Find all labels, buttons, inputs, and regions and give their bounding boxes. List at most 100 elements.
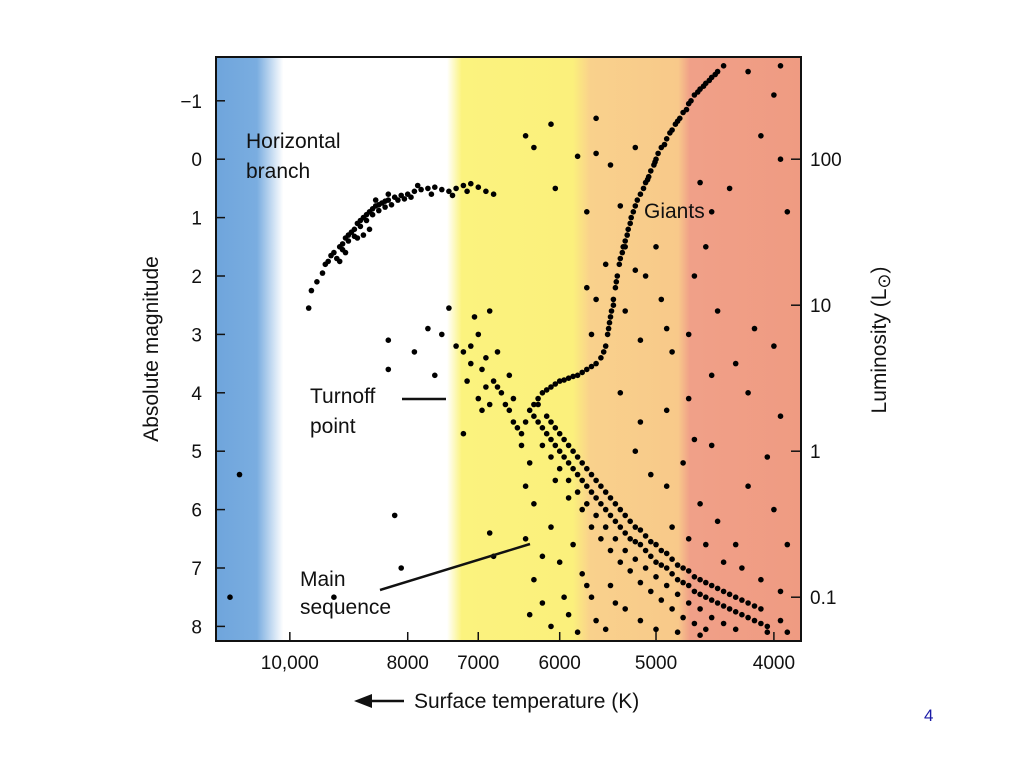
data-point: [593, 296, 599, 303]
data-point: [607, 162, 614, 168]
scatter-points: [227, 63, 791, 638]
data-point: [531, 144, 537, 151]
data-point: [548, 436, 554, 443]
data-point: [703, 594, 709, 600]
x-axis-title: Surface temperature (K): [414, 690, 639, 713]
data-point: [637, 527, 644, 533]
data-point: [697, 632, 703, 638]
data-point: [674, 591, 681, 598]
data-point: [627, 536, 633, 542]
data-point: [351, 226, 358, 233]
data-point: [612, 501, 619, 507]
data-point: [584, 582, 590, 589]
data-point: [453, 343, 459, 349]
data-point: [548, 623, 554, 630]
data-point: [606, 319, 613, 326]
data-point: [584, 366, 590, 373]
data-point: [777, 617, 784, 624]
data-point: [418, 186, 424, 193]
data-point: [604, 331, 611, 338]
data-point: [602, 489, 609, 495]
annotation-turnoff-2: point: [310, 415, 356, 438]
data-point: [446, 188, 452, 195]
data-point: [732, 609, 739, 615]
plot-frame: [215, 56, 802, 642]
data-point: [653, 574, 659, 580]
data-point: [617, 203, 624, 209]
data-point: [661, 141, 668, 148]
y-axis-title: Absolute magnitude: [140, 256, 163, 442]
data-point: [236, 471, 243, 478]
data-point: [552, 185, 559, 192]
data-point: [697, 606, 703, 612]
x-axis-arrow-head: [354, 694, 372, 708]
data-point: [468, 180, 474, 187]
data-point: [439, 331, 445, 338]
data-point: [432, 372, 438, 379]
data-point: [627, 568, 633, 574]
data-point: [706, 77, 713, 84]
y2-axis-title-text: Luminosity (L: [868, 289, 891, 414]
data-point: [360, 232, 367, 238]
data-point: [490, 191, 497, 197]
data-point: [490, 378, 497, 384]
data-point: [432, 184, 438, 190]
data-point: [648, 553, 654, 560]
data-point: [570, 373, 576, 380]
data-point: [622, 512, 628, 519]
data-point: [598, 355, 604, 361]
x-tick-label: 7000: [457, 653, 499, 674]
data-point: [608, 308, 615, 314]
data-point: [714, 518, 721, 525]
data-point: [669, 606, 675, 612]
data-point: [764, 629, 771, 635]
data-point: [428, 191, 435, 197]
data-point: [486, 530, 493, 536]
data-point: [446, 305, 452, 311]
y2-tick-label: 1: [810, 442, 821, 463]
data-point: [565, 442, 572, 449]
y2-tick-label: 100: [810, 150, 842, 171]
data-point: [345, 238, 352, 244]
data-point: [483, 188, 489, 195]
data-point: [498, 390, 505, 396]
data-point: [325, 258, 332, 265]
data-point: [784, 629, 791, 635]
data-point: [720, 559, 727, 565]
data-point: [411, 188, 418, 195]
data-point: [308, 287, 315, 294]
data-point: [632, 538, 639, 545]
data-point: [565, 375, 572, 382]
data-point: [648, 588, 654, 595]
data-point: [703, 244, 709, 250]
data-point: [697, 501, 703, 507]
data-point: [703, 626, 709, 633]
data-point: [669, 349, 675, 355]
data-point: [565, 611, 572, 618]
data-point: [732, 594, 739, 600]
data-point: [616, 261, 623, 268]
data-point: [685, 568, 692, 574]
y-tick-label: 6: [191, 501, 202, 522]
data-point: [570, 465, 576, 472]
data-point: [663, 565, 670, 571]
data-point: [593, 360, 599, 367]
y-tick-label: 1: [191, 209, 202, 230]
data-point: [556, 448, 563, 455]
y-tick-label: 0: [191, 150, 202, 171]
y2-axis-title-close: ): [868, 267, 891, 274]
data-point: [453, 185, 459, 192]
data-point: [385, 366, 392, 373]
data-point: [305, 305, 312, 311]
data-point: [612, 600, 619, 606]
data-point: [691, 273, 698, 279]
data-point: [637, 337, 644, 344]
data-point: [588, 489, 595, 495]
data-point: [720, 603, 727, 609]
x-tick-label: 8000: [387, 653, 429, 674]
data-point: [556, 465, 563, 472]
data-point: [574, 153, 581, 160]
data-point: [612, 536, 619, 542]
data-point: [552, 381, 559, 387]
data-point: [708, 614, 715, 621]
